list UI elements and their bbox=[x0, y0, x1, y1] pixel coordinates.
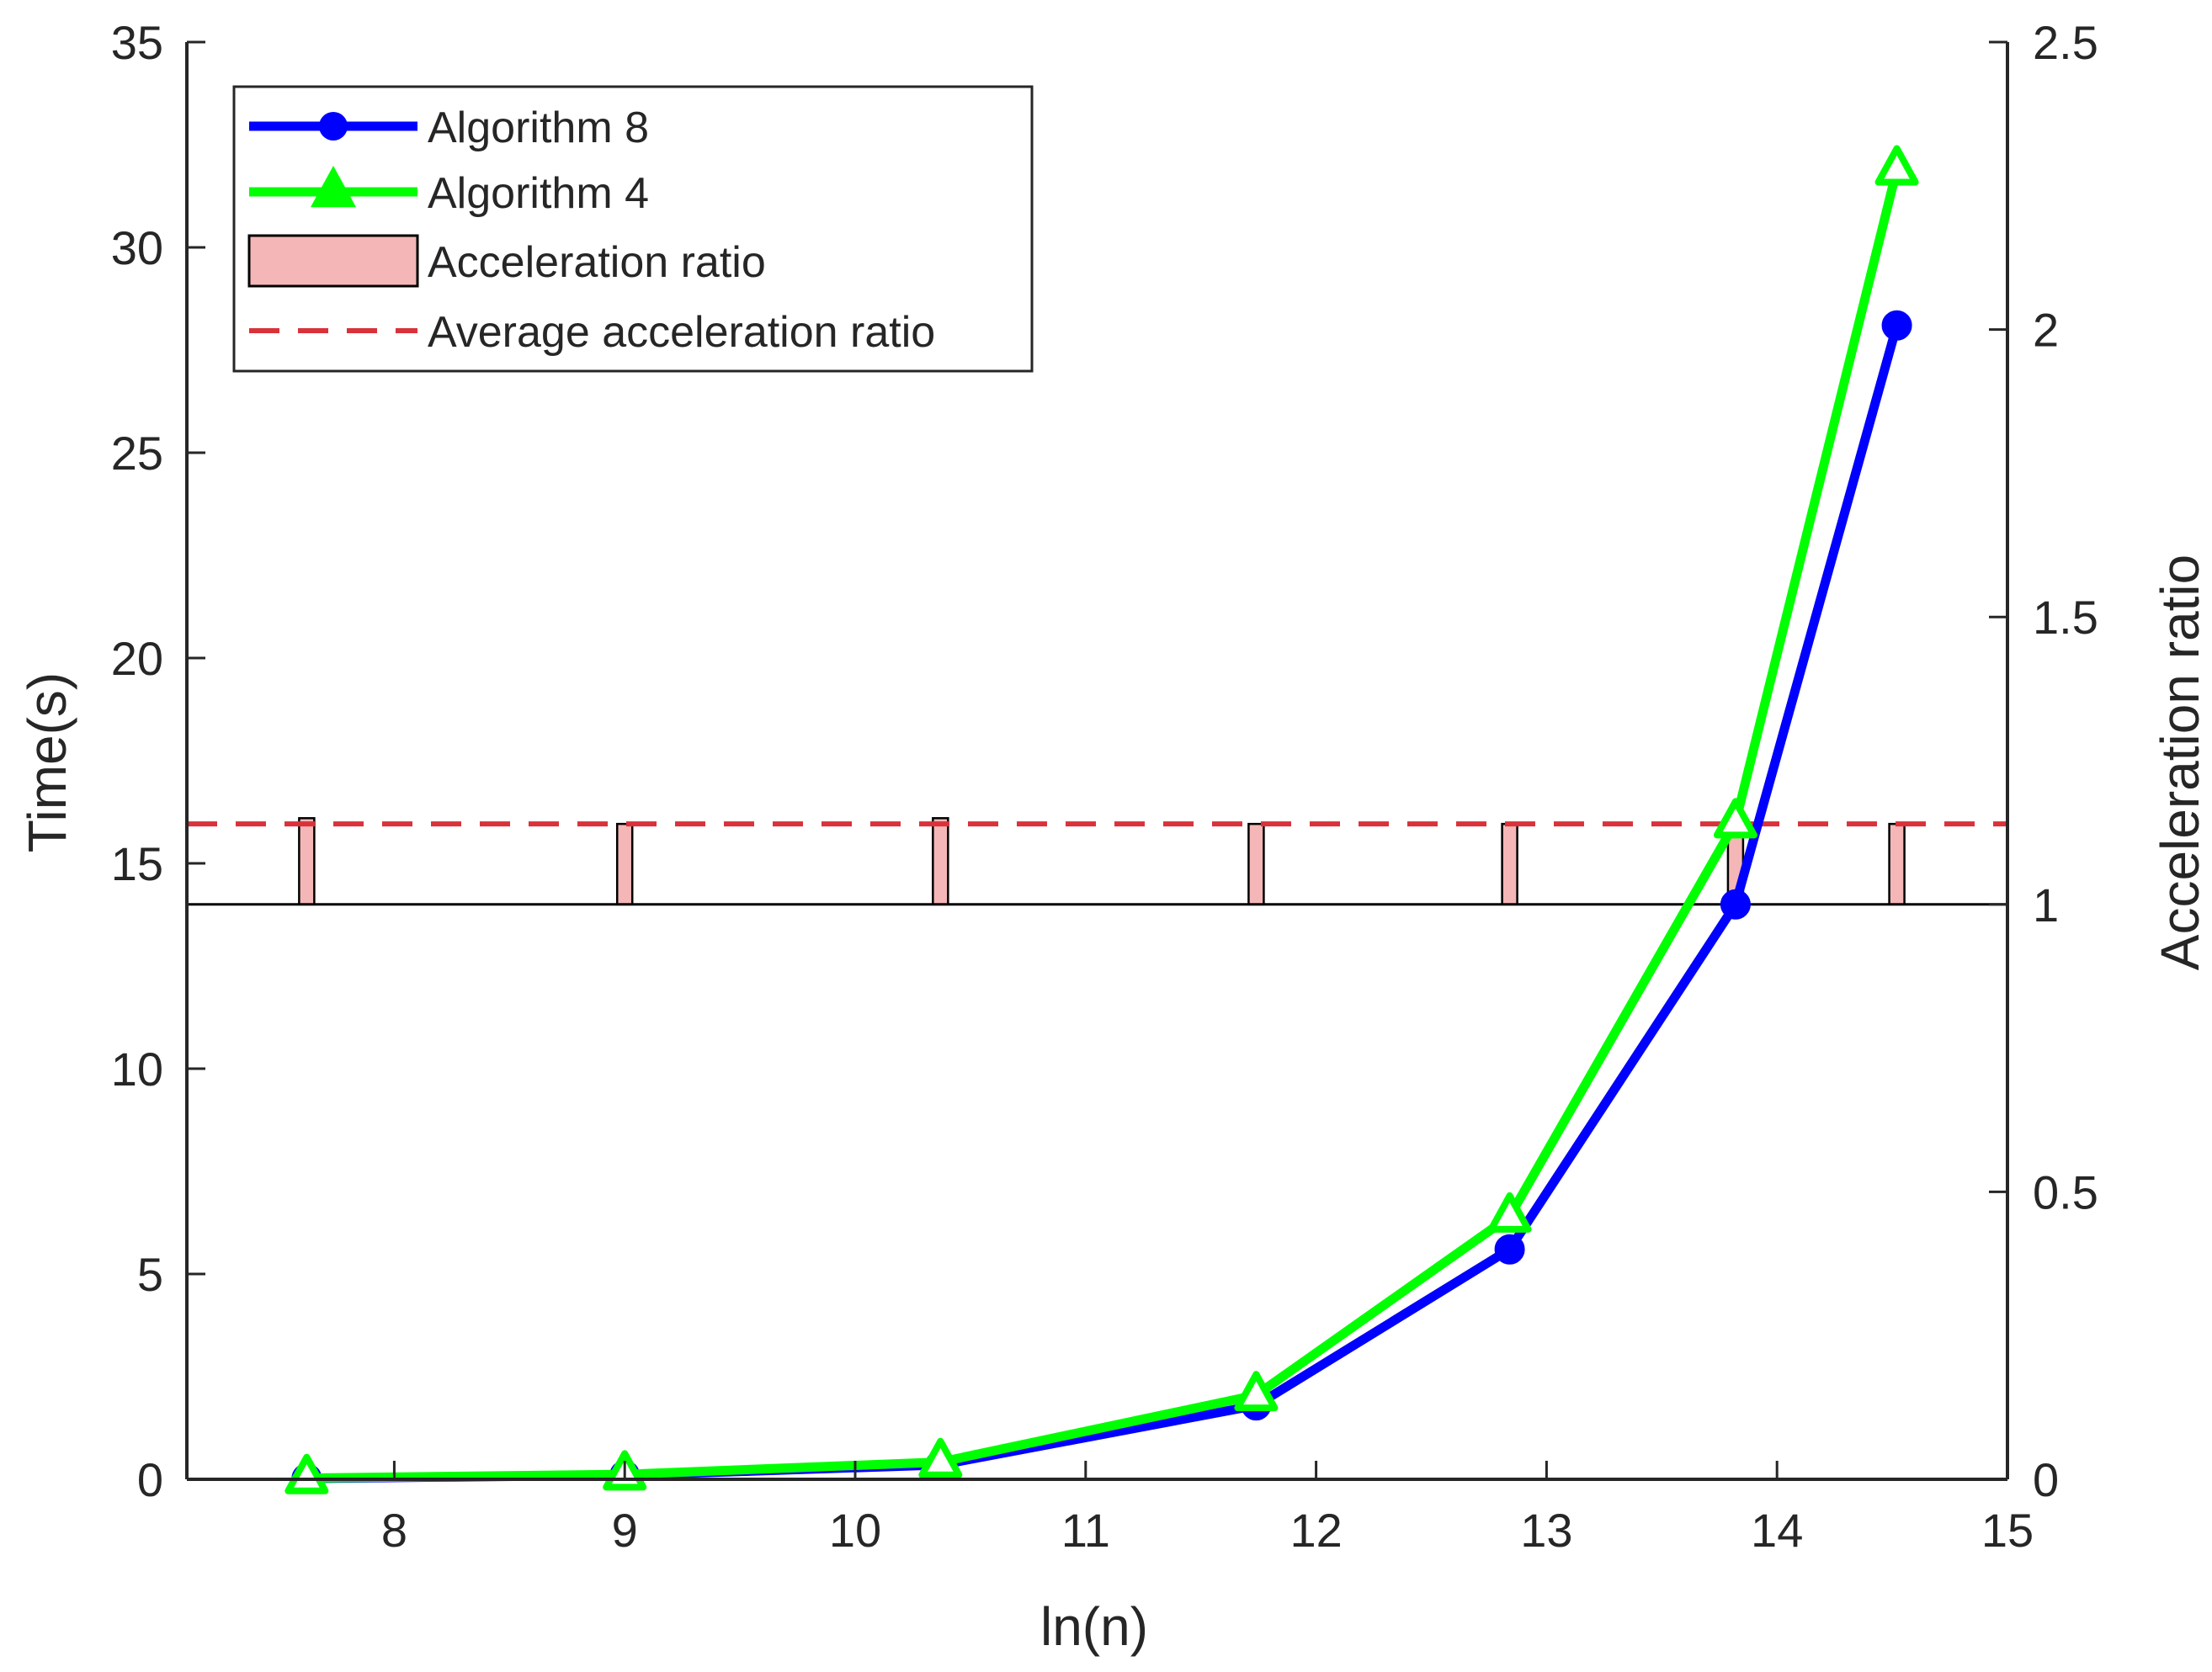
legend-average-acceleration-ratio-label: Average acceleration ratio bbox=[428, 308, 935, 357]
right-y-tick-label: 0 bbox=[2033, 1453, 2059, 1506]
left-y-tick-label: 35 bbox=[111, 16, 163, 69]
legend-acceleration-ratio-label: Acceleration ratio bbox=[428, 238, 766, 287]
acceleration-ratio-bar bbox=[932, 817, 949, 906]
left-y-tick-label: 25 bbox=[111, 427, 163, 480]
algorithm-8-point bbox=[1494, 1234, 1525, 1265]
left-y-axis-title: Time(s) bbox=[17, 672, 77, 852]
left-y-tick-label: 5 bbox=[137, 1248, 163, 1301]
right-y-tick-label: 0.5 bbox=[2033, 1165, 2098, 1218]
right-y-tick-label: 1 bbox=[2033, 878, 2059, 932]
legend: Algorithm 8 Algorithm 4 Acceleration ratio… bbox=[232, 85, 1034, 373]
x-tick-label: 13 bbox=[1520, 1504, 1572, 1557]
acceleration-ratio-bar bbox=[1501, 822, 1518, 906]
legend-algorithm-4-label: Algorithm 4 bbox=[428, 169, 649, 218]
algorithm-4-point bbox=[1713, 798, 1757, 839]
left-y-tick-label: 30 bbox=[111, 221, 163, 274]
acceleration-ratio-bar bbox=[1888, 822, 1906, 906]
algorithm-4-point bbox=[1234, 1371, 1279, 1412]
legend-box bbox=[232, 85, 1034, 373]
acceleration-ratio-bar bbox=[615, 822, 634, 906]
legend-algorithm-8-label: Algorithm 8 bbox=[428, 104, 649, 152]
x-tick-label: 14 bbox=[1751, 1504, 1803, 1557]
right-y-axis-title: Acceleration ratio bbox=[2150, 555, 2210, 970]
right-y-tick-label: 2 bbox=[2033, 304, 2059, 357]
legend-algorithm-8-marker bbox=[319, 112, 348, 141]
acceleration-ratio-bar bbox=[1247, 822, 1265, 906]
acceleration-ratio-bar bbox=[298, 817, 316, 906]
left-y-tick-label: 0 bbox=[137, 1453, 163, 1506]
x-tick-label: 15 bbox=[1981, 1504, 2034, 1557]
algorithm-4-point bbox=[1874, 145, 1919, 186]
algorithm-4-point bbox=[918, 1437, 963, 1478]
x-tick-label: 9 bbox=[612, 1504, 638, 1557]
algorithm-4-point bbox=[1487, 1192, 1532, 1233]
algorithm-4-point bbox=[284, 1453, 329, 1494]
x-tick-label: 10 bbox=[829, 1504, 881, 1557]
legend-acceleration-ratio-swatch bbox=[247, 234, 419, 288]
left-y-tick-label: 20 bbox=[111, 632, 163, 685]
right-y-tick-label: 1.5 bbox=[2033, 591, 2098, 644]
legend-algorithm-4-marker bbox=[310, 165, 357, 208]
algorithm-8-point bbox=[1881, 310, 1912, 341]
right-y-tick-label: 2.5 bbox=[2033, 16, 2098, 69]
algorithm-8-point bbox=[1720, 889, 1751, 920]
left-y-tick-label: 15 bbox=[111, 837, 163, 890]
x-tick-label: 11 bbox=[1061, 1504, 1110, 1557]
x-tick-label: 8 bbox=[381, 1504, 407, 1557]
left-y-tick-label: 10 bbox=[111, 1043, 163, 1096]
x-axis-title: ln(n) bbox=[1040, 1596, 1148, 1657]
x-tick-label: 12 bbox=[1289, 1504, 1342, 1557]
